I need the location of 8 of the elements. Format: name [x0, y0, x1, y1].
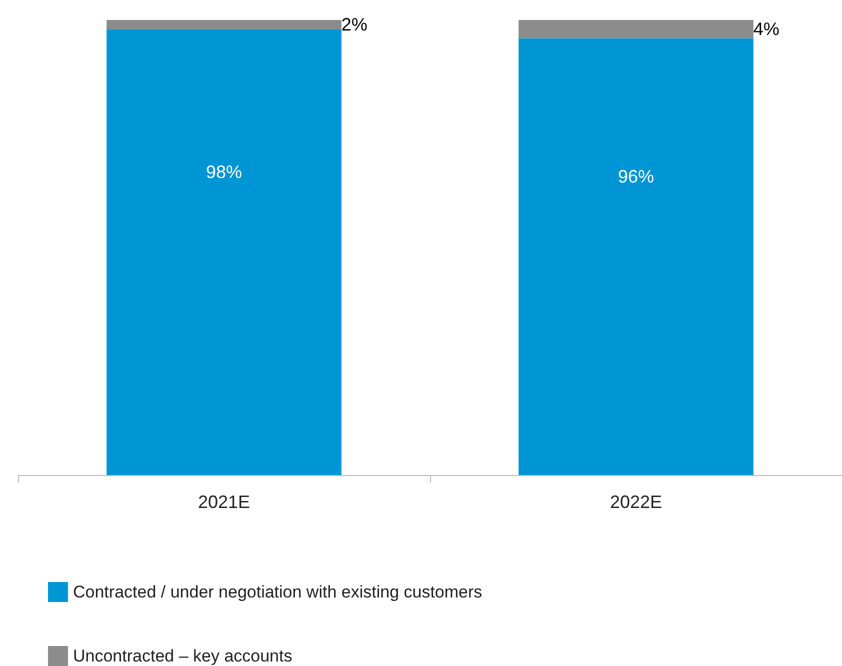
data-label: 98%: [206, 162, 242, 182]
data-label: 2%: [341, 14, 368, 35]
x-tick-label: 2021E: [198, 492, 250, 512]
data-label: 4%: [753, 19, 780, 40]
legend-label: Contracted / under negotiation with existing customers: [73, 582, 482, 602]
x-tick-label: 2022E: [610, 492, 662, 512]
legend-label: Uncontracted – key accounts: [73, 646, 292, 666]
data-label: 96%: [618, 166, 654, 187]
